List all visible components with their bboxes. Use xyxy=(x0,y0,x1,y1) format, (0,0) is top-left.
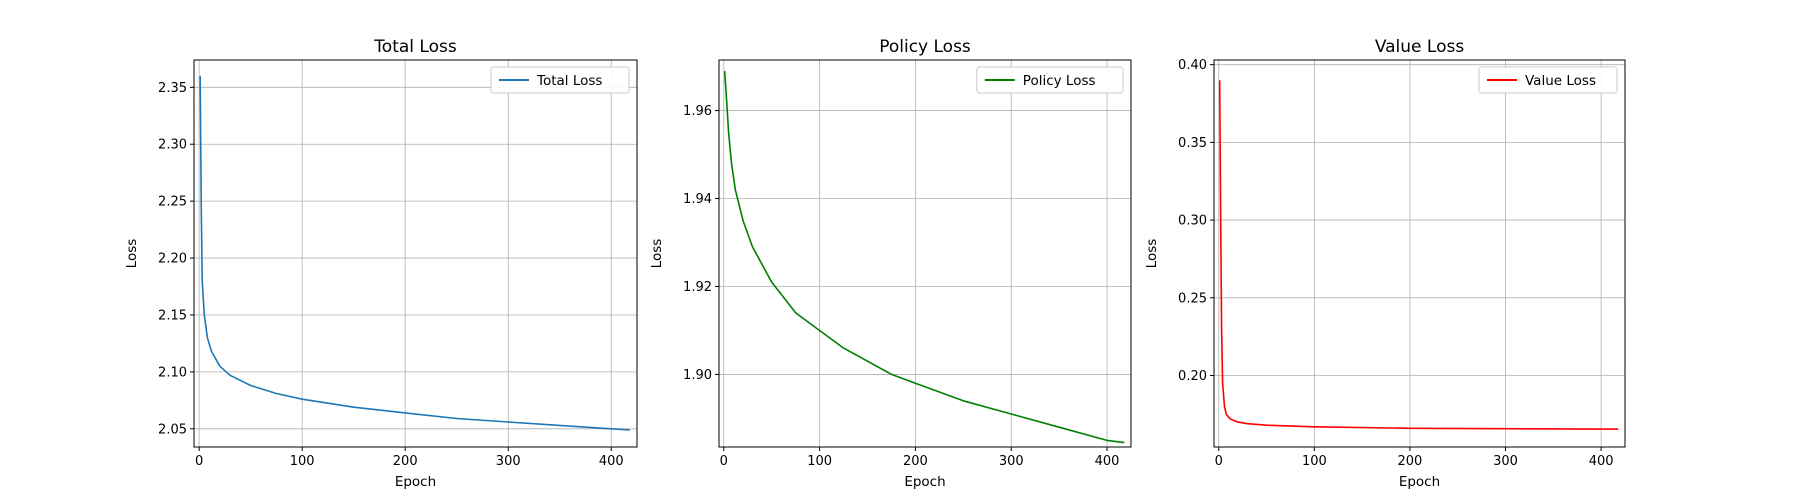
x-tick-label: 200 xyxy=(903,454,928,469)
x-tick-label: 300 xyxy=(496,454,521,469)
policy-loss-chart: 0 100 200 300 400 1.90 1.92 1.94 1.96 Policy Loss… xyxy=(649,37,1132,490)
legend-label: Value Loss xyxy=(1525,73,1596,89)
legend-label: Policy Loss xyxy=(1023,73,1096,89)
x-tick-label: 100 xyxy=(807,454,832,469)
y-axis-label: Loss xyxy=(124,239,140,269)
legend-label: Total Loss xyxy=(536,73,602,89)
x-axis-label: Epoch xyxy=(395,474,436,490)
y-tick-label: 2.10 xyxy=(158,365,187,380)
y-tick-label: 0.25 xyxy=(1178,291,1207,306)
x-axis-label: Epoch xyxy=(904,474,945,490)
value-loss-chart: 0 100 200 300 400 0.20 0.25 0.30 0.35 0.40 Value L… xyxy=(1144,37,1626,490)
legend: Total Loss xyxy=(490,66,630,94)
y-tick-label: 2.15 xyxy=(158,308,187,323)
legend: Value Loss xyxy=(1478,66,1618,94)
legend-box xyxy=(490,66,630,94)
total-loss-chart: 0 100 200 300 400 2.05 2.10 2.15 2.20 2.25 2.30 2.3… xyxy=(124,37,638,490)
y-tick-label: 2.30 xyxy=(158,138,187,153)
legend-box xyxy=(976,66,1124,94)
x-axis-label: Epoch xyxy=(1399,474,1440,490)
y-tick-label: 2.05 xyxy=(158,422,187,437)
y-tick-label: 1.90 xyxy=(683,368,712,383)
y-tick-label: 0.35 xyxy=(1178,136,1207,151)
axes-frame xyxy=(1213,59,1626,448)
legend: Policy Loss xyxy=(976,66,1124,94)
y-tick-label: 1.92 xyxy=(683,280,712,295)
axes-frame xyxy=(718,59,1132,448)
legend-box xyxy=(1478,66,1618,94)
series-line-value-loss xyxy=(1218,80,1619,430)
y-axis-label: Loss xyxy=(1144,239,1160,269)
x-tick-label: 300 xyxy=(999,454,1024,469)
x-tick-label: 0 xyxy=(1215,454,1223,469)
axes-frame xyxy=(193,59,638,448)
x-tick-label: 400 xyxy=(1589,454,1614,469)
x-tick-label: 0 xyxy=(195,454,203,469)
y-tick-label: 1.94 xyxy=(683,192,712,207)
x-tick-label: 100 xyxy=(1302,454,1327,469)
series-line-policy-loss xyxy=(723,70,1125,444)
x-tick-label: 400 xyxy=(1095,454,1120,469)
y-tick-label: 0.40 xyxy=(1178,58,1207,73)
y-tick-label: 0.30 xyxy=(1178,214,1207,229)
x-tick-label: 100 xyxy=(290,454,315,469)
x-tick-label: 200 xyxy=(393,454,418,469)
chart-title: Total Loss xyxy=(373,37,457,57)
chart-title: Policy Loss xyxy=(879,37,971,57)
y-tick-label: 1.96 xyxy=(683,104,712,119)
x-tick-label: 0 xyxy=(720,454,728,469)
y-tick-label: 2.35 xyxy=(158,81,187,96)
x-tick-label: 400 xyxy=(599,454,624,469)
series-line-total-loss xyxy=(199,75,630,431)
y-tick-label: 0.20 xyxy=(1178,369,1207,384)
y-tick-label: 2.20 xyxy=(158,252,187,267)
y-axis-label: Loss xyxy=(649,239,665,269)
x-tick-label: 200 xyxy=(1398,454,1423,469)
y-tick-label: 2.25 xyxy=(158,195,187,210)
chart-title: Value Loss xyxy=(1375,37,1465,57)
x-tick-label: 300 xyxy=(1493,454,1518,469)
